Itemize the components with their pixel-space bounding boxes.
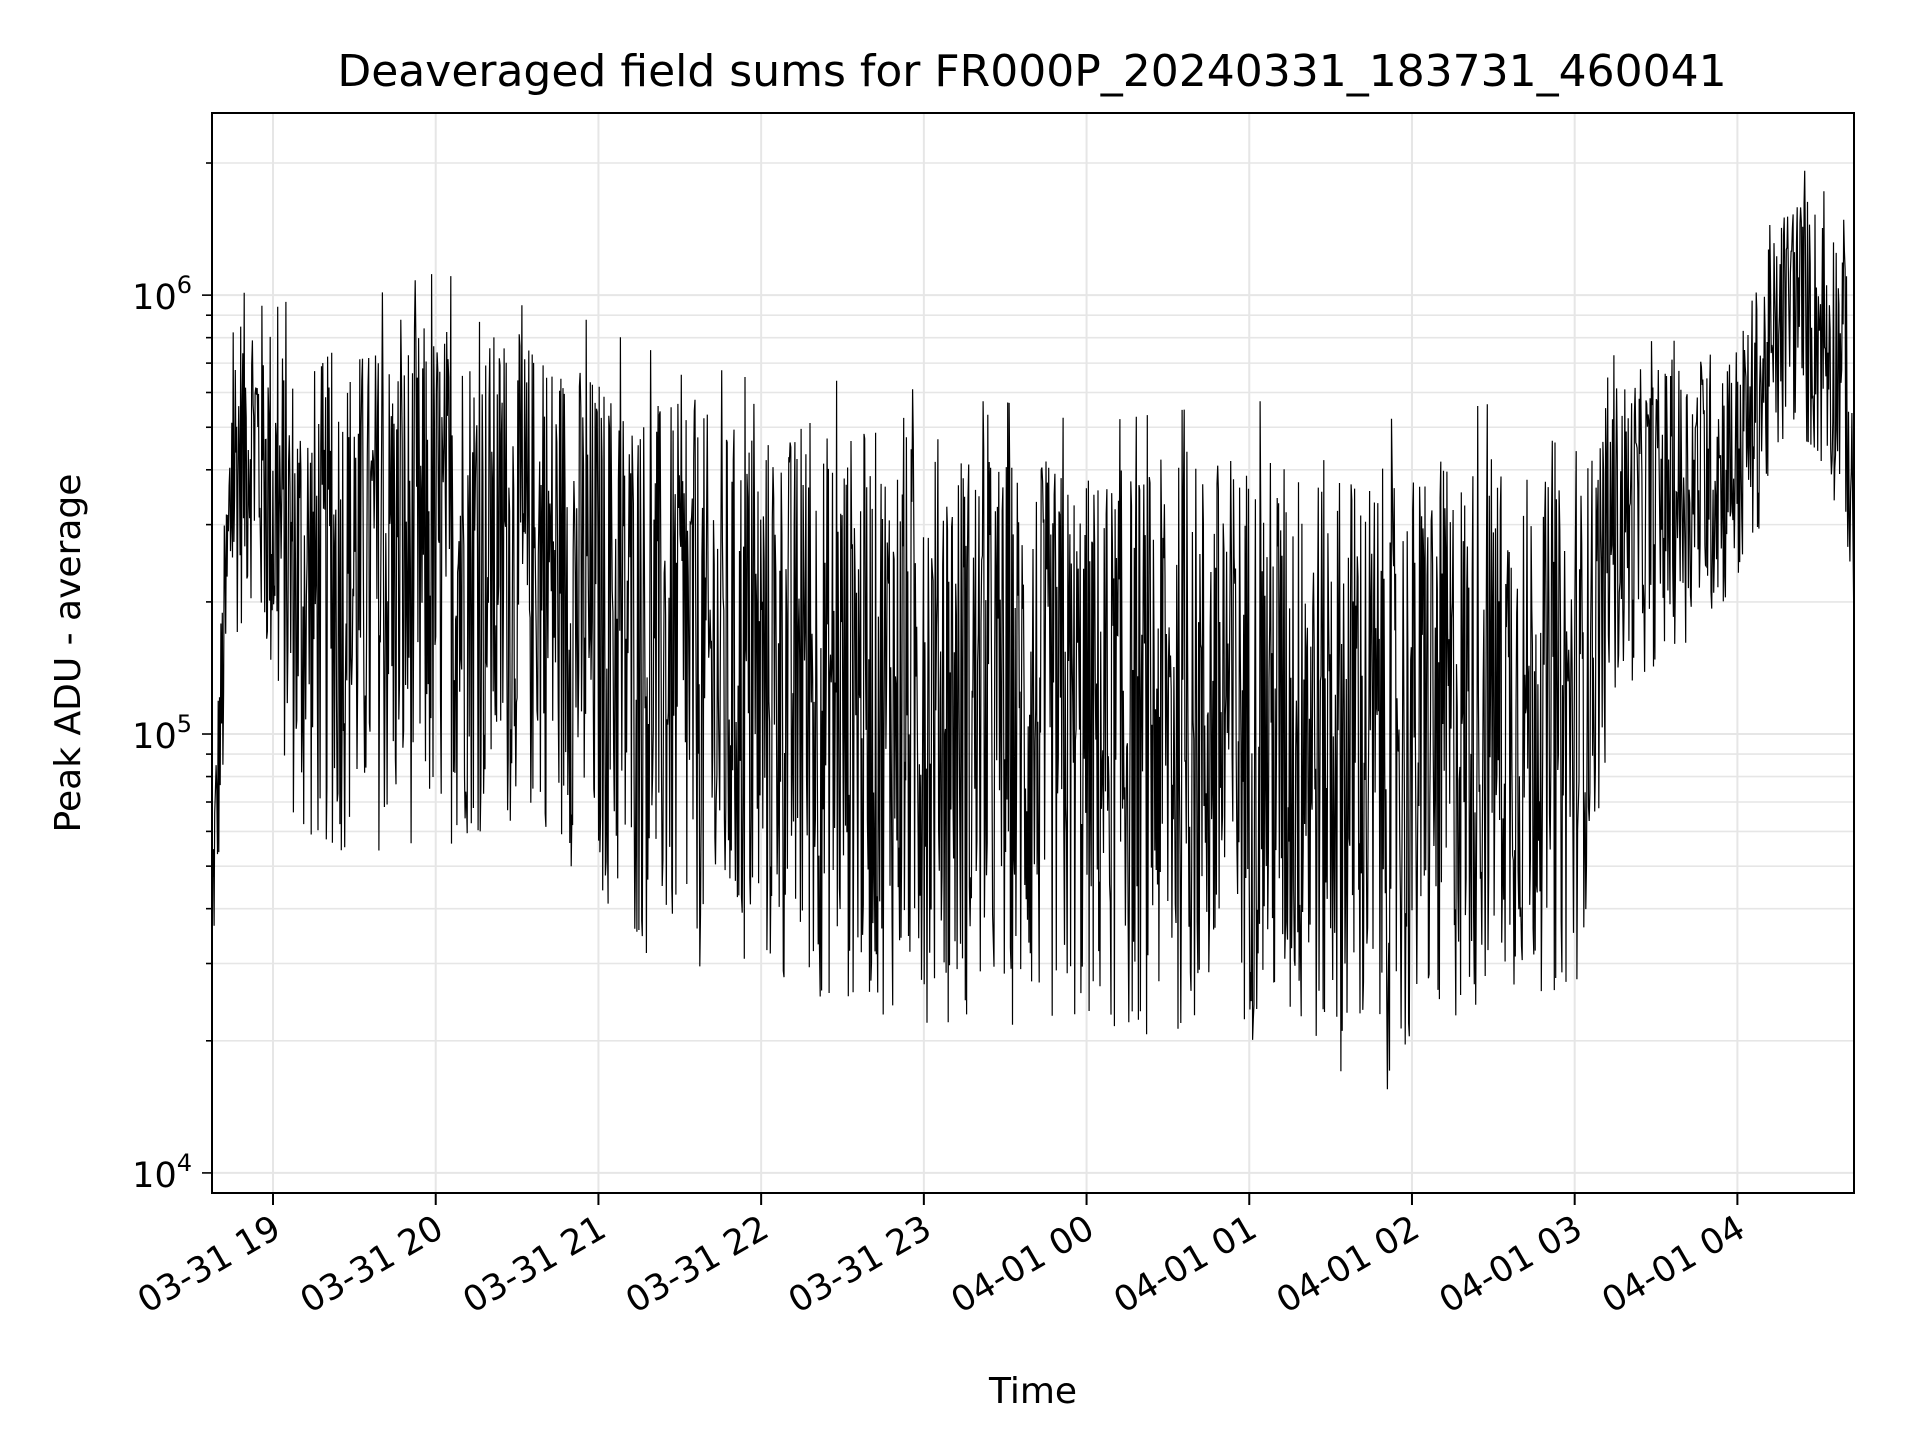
x-axis-label: Time: [988, 1371, 1077, 1412]
y-tick-exponent: 5: [177, 710, 192, 738]
y-tick-exponent: 4: [177, 1149, 192, 1177]
series-line: [211, 170, 1855, 1090]
y-tick-exponent: 6: [177, 271, 192, 299]
y-tick-label: 106: [132, 271, 192, 318]
series-group: [211, 170, 1855, 1090]
y-axis-label: Peak ADU - average: [48, 474, 89, 833]
plot-frame: [211, 112, 1855, 1194]
y-tick-label: 105: [132, 710, 192, 757]
chart-title: Deaveraged field sums for FR000P_2024033…: [337, 46, 1726, 97]
y-tick-base: 10: [132, 278, 177, 318]
y-tick-label: 104: [132, 1149, 192, 1196]
y-tick-base: 10: [132, 1156, 177, 1196]
y-tick-base: 10: [132, 717, 177, 757]
